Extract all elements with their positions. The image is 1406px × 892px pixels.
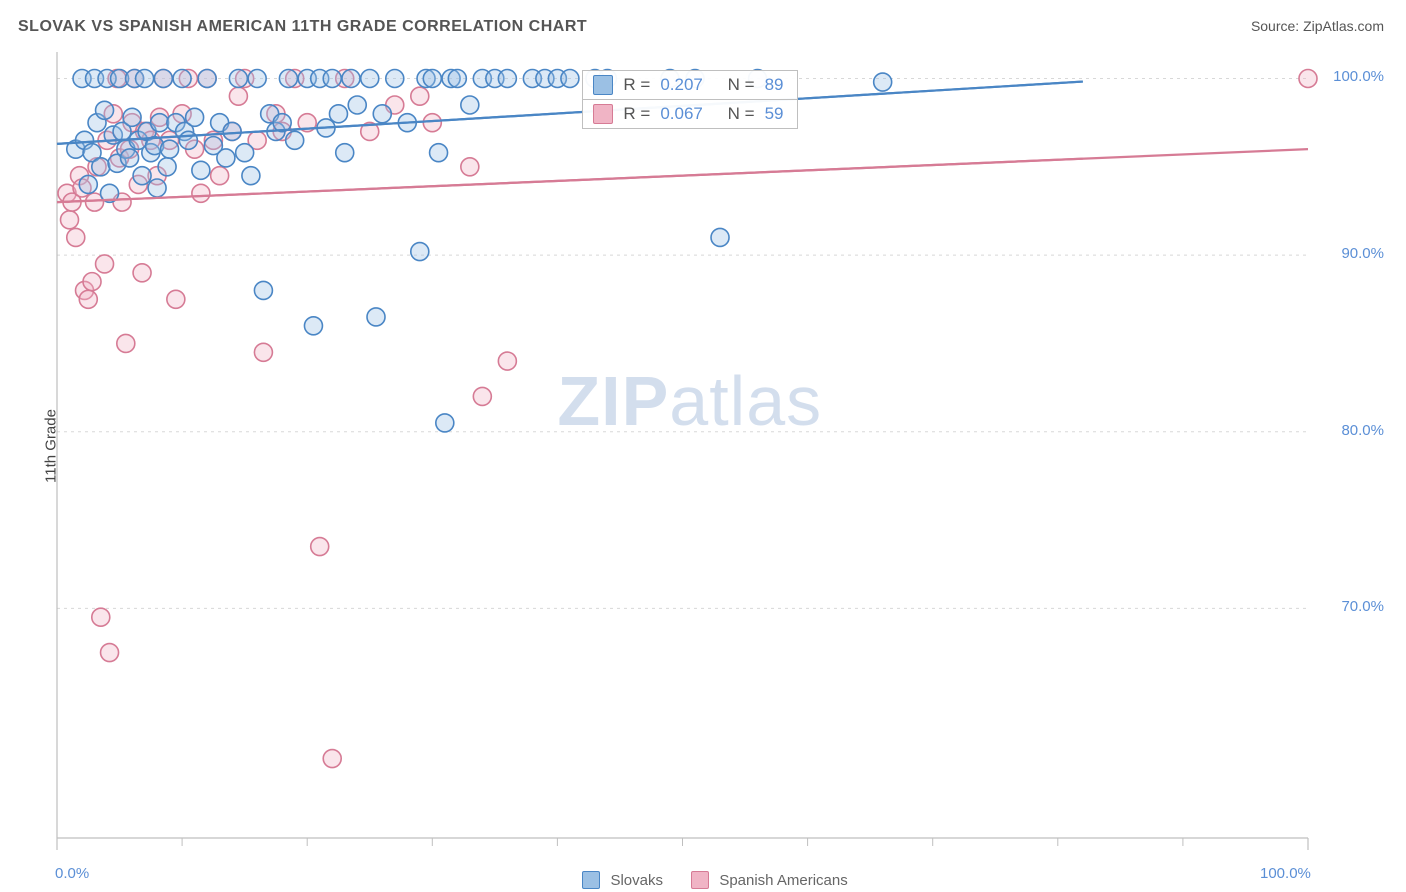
stats-legend-box: R = 0.207 N = 89 R = 0.067 N = 59 (582, 70, 798, 129)
r-label: R = (623, 104, 650, 124)
swatch-slovaks (593, 75, 613, 95)
n-label: N = (728, 104, 755, 124)
scatter-plot-svg (55, 50, 1388, 864)
y-tick-label: 90.0% (1304, 245, 1384, 262)
chart-container: SLOVAK VS SPANISH AMERICAN 11TH GRADE CO… (0, 0, 1406, 892)
chart-title: SLOVAK VS SPANISH AMERICAN 11TH GRADE CO… (18, 18, 587, 36)
source-label: Source: (1251, 18, 1303, 34)
legend-swatch-spanish (691, 871, 709, 889)
stats-row-spanish: R = 0.067 N = 59 (583, 100, 797, 128)
source-link[interactable]: ZipAtlas.com (1303, 18, 1384, 34)
bottom-legend: Slovaks Spanish Americans (0, 871, 1406, 889)
n-label: N = (728, 75, 755, 95)
y-tick-label: 70.0% (1304, 598, 1384, 615)
y-tick-label: 80.0% (1304, 422, 1384, 439)
legend-label-slovaks: Slovaks (610, 872, 663, 889)
plot-area: ZIPatlas R = 0.207 N = 89 R = 0.067 N = … (55, 50, 1388, 864)
r-value-spanish: 0.067 (660, 104, 703, 124)
r-label: R = (623, 75, 650, 95)
swatch-spanish (593, 104, 613, 124)
legend-label-spanish: Spanish Americans (719, 872, 847, 889)
r-value-slovaks: 0.207 (660, 75, 703, 95)
stats-row-slovaks: R = 0.207 N = 89 (583, 71, 797, 100)
n-value-slovaks: 89 (765, 75, 784, 95)
legend-swatch-slovaks (582, 871, 600, 889)
y-tick-label: 100.0% (1304, 68, 1384, 85)
n-value-spanish: 59 (765, 104, 784, 124)
source-attribution: Source: ZipAtlas.com (1251, 18, 1384, 34)
